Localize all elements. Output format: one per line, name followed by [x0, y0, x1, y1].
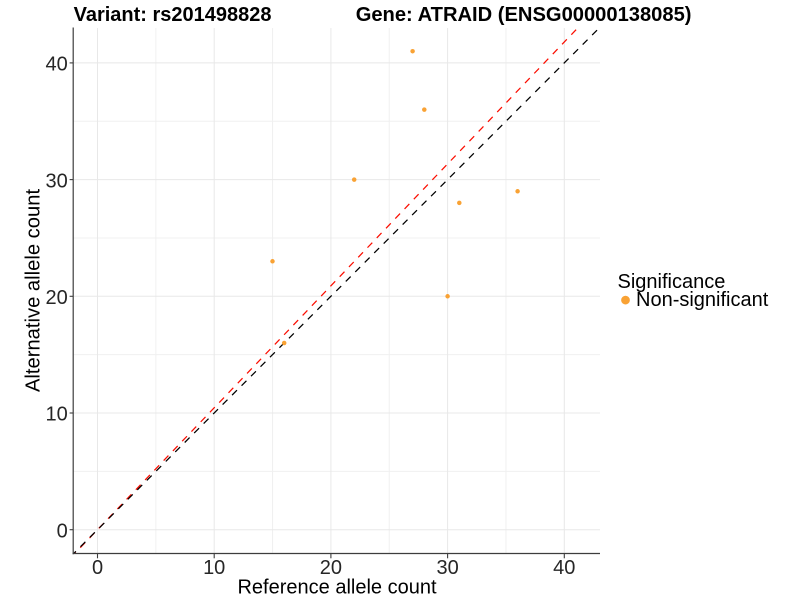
svg-text:40: 40 [46, 54, 68, 76]
svg-text:0: 0 [92, 557, 103, 579]
svg-text:30: 30 [46, 170, 68, 192]
svg-text:Significance: Significance [618, 271, 726, 293]
svg-text:Gene: ATRAID (ENSG00000138085): Gene: ATRAID (ENSG00000138085) [356, 4, 692, 26]
svg-text:20: 20 [46, 287, 68, 309]
svg-text:Alternative allele count: Alternative allele count [23, 189, 45, 393]
svg-text:Non-significant: Non-significant [636, 289, 769, 311]
svg-text:30: 30 [436, 557, 458, 579]
svg-text:Reference allele count: Reference allele count [237, 577, 436, 599]
svg-text:Variant: rs201498828: Variant: rs201498828 [74, 4, 272, 26]
svg-text:40: 40 [553, 557, 575, 579]
svg-text:10: 10 [203, 557, 225, 579]
svg-text:10: 10 [46, 404, 68, 426]
svg-text:0: 0 [57, 520, 68, 542]
svg-text:20: 20 [320, 557, 342, 579]
